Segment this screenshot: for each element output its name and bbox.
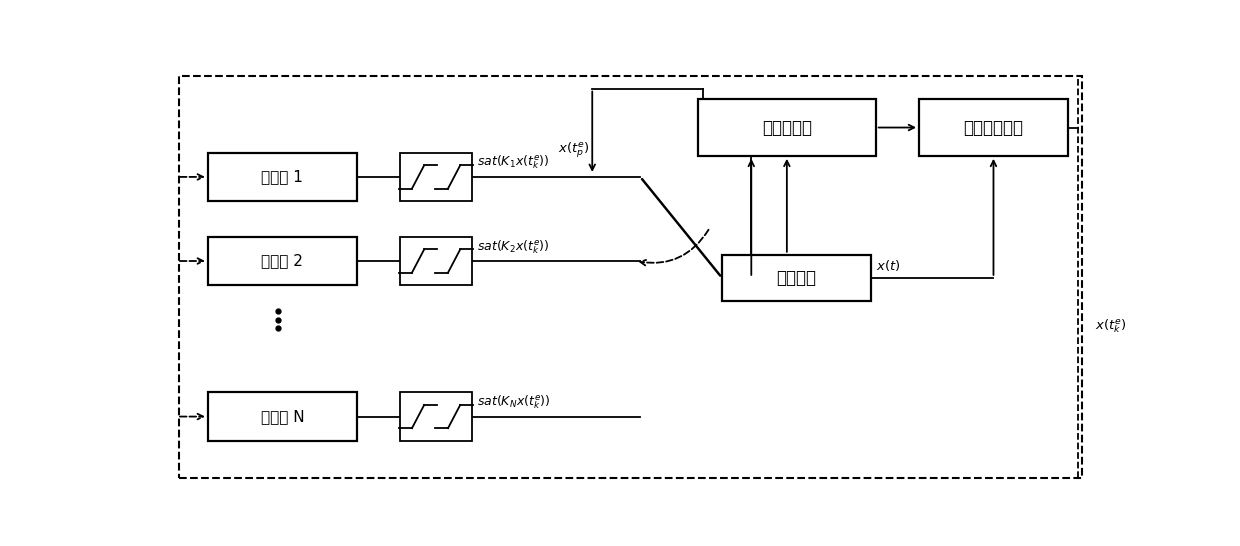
Bar <box>208 153 357 201</box>
Text: 切换决策器: 切换决策器 <box>761 118 812 136</box>
Text: 控制器 N: 控制器 N <box>260 409 304 424</box>
Bar <box>401 153 472 201</box>
Text: $x(t_p^e)$: $x(t_p^e)$ <box>558 141 589 160</box>
Bar <box>208 393 357 441</box>
Bar <box>401 393 472 441</box>
Text: 控制器 1: 控制器 1 <box>262 169 304 185</box>
Text: $sat(K_1x(t_k^e))$: $sat(K_1x(t_k^e))$ <box>477 154 549 171</box>
Bar <box>208 237 357 285</box>
Text: 事件触发机制: 事件触发机制 <box>963 118 1023 136</box>
Text: $sat(K_2x(t_k^e))$: $sat(K_2x(t_k^e))$ <box>477 238 549 256</box>
Bar <box>722 254 870 301</box>
Bar <box>698 99 875 156</box>
Bar <box>401 237 472 285</box>
Text: $x(t)$: $x(t)$ <box>875 258 900 273</box>
Text: 控制器 2: 控制器 2 <box>262 253 304 269</box>
Text: $sat(K_Nx(t_k^e))$: $sat(K_Nx(t_k^e))$ <box>477 394 551 411</box>
Text: $x(t_k^e)$: $x(t_k^e)$ <box>1095 317 1126 335</box>
Text: 被控对象: 被控对象 <box>776 269 816 287</box>
Bar <box>919 99 1068 156</box>
